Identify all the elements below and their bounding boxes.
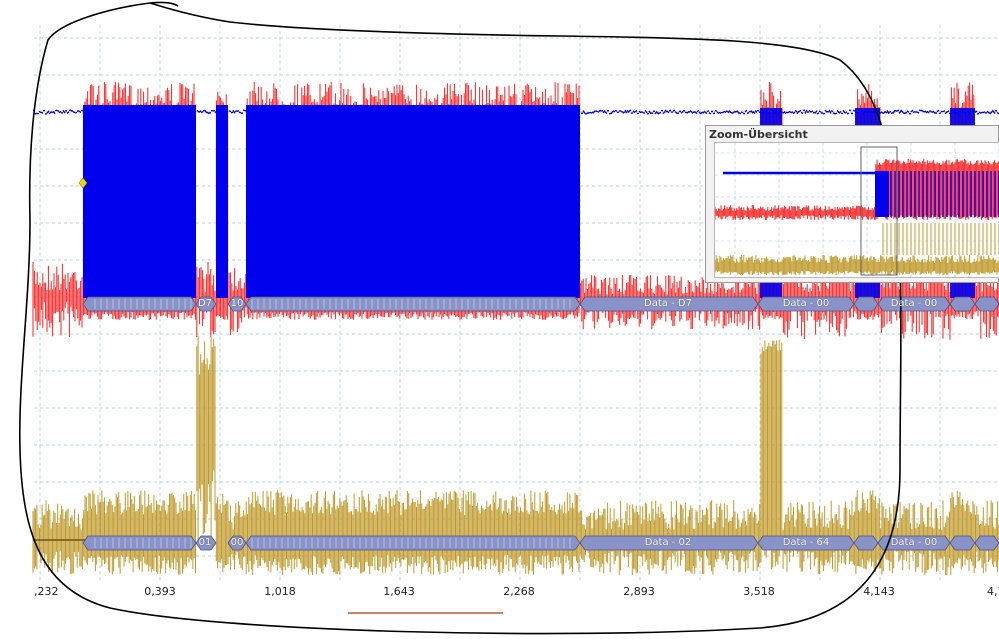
zoom-overview-panel[interactable]: Zoom-Übersicht bbox=[705, 125, 999, 283]
horizontal-scroll-thumb[interactable] bbox=[348, 612, 503, 614]
decode-label-bottom: Data - 64 bbox=[782, 537, 830, 548]
x-tick-label: 1,643 bbox=[383, 585, 415, 598]
x-tick-label: 4,7 bbox=[987, 585, 999, 598]
decode-label-bottom: 01 bbox=[198, 537, 212, 548]
decode-label-top: Data - 00 bbox=[782, 298, 830, 309]
zoom-overview-title: Zoom-Übersicht bbox=[709, 128, 808, 141]
decode-label-top: D7 bbox=[197, 298, 213, 309]
decode-label-bottom: Data - 00 bbox=[890, 537, 938, 548]
x-tick-label: 4,143 bbox=[863, 585, 895, 598]
decode-label-top: Data - D7 bbox=[644, 298, 692, 309]
x-tick-label: 2,268 bbox=[503, 585, 535, 598]
x-tick-label: 3,518 bbox=[743, 585, 775, 598]
x-tick-label: 2,893 bbox=[623, 585, 655, 598]
hand-drawn-annotation bbox=[18, 1, 902, 635]
zoom-overview-waveform bbox=[715, 143, 999, 277]
zoom-overview-preview[interactable] bbox=[714, 142, 999, 278]
decode-label-top: Data - 00 bbox=[890, 298, 938, 309]
x-tick-label: ,232 bbox=[34, 585, 59, 598]
decode-label-top: 10 bbox=[230, 298, 244, 309]
trigger-marker[interactable] bbox=[78, 177, 88, 189]
x-tick-label: 1,018 bbox=[264, 585, 296, 598]
top-decode-bar[interactable] bbox=[82, 296, 999, 312]
x-tick-label: 0,393 bbox=[144, 585, 176, 598]
bottom-decode-bar[interactable] bbox=[82, 535, 999, 551]
decode-label-bottom: 00 bbox=[230, 537, 244, 548]
decode-label-bottom: Data - 02 bbox=[644, 537, 692, 548]
